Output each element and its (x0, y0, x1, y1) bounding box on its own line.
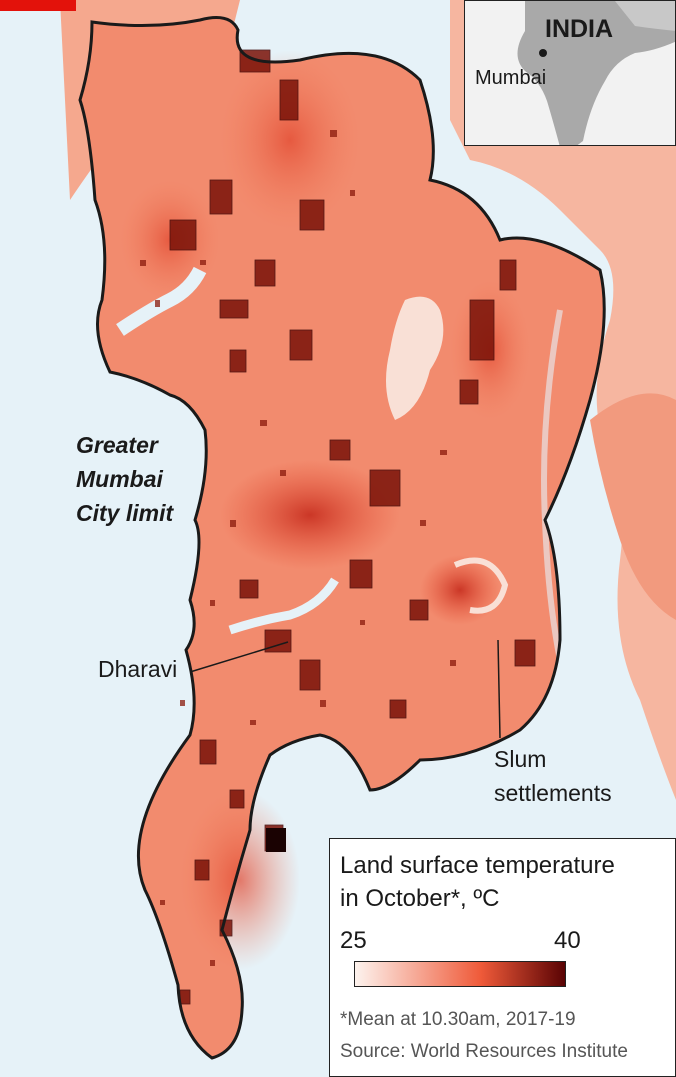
india-shape (517, 1, 675, 145)
slum-line-2: settlements (494, 780, 612, 806)
legend-title-line-2: in October*, ºC (340, 885, 500, 912)
legend-box: Land surface temperature in October*, ºC… (329, 838, 676, 1077)
india-locator-map (465, 1, 675, 145)
slum-leader (497, 639, 501, 739)
dharavi-leader (189, 641, 289, 673)
hotspot-airport (420, 555, 500, 625)
thane-creek (541, 309, 563, 661)
legend-colour-ramp (354, 961, 566, 987)
legend-max-label: 40 (554, 927, 581, 954)
city-limit-label: Greater Mumbai City limit (76, 428, 173, 530)
legend-source: Source: World Resources Institute (340, 1041, 628, 1062)
hotspot-north (220, 50, 360, 230)
inset-country-label: INDIA (545, 15, 614, 43)
mahim-creek (228, 577, 339, 635)
neighbour-shape (615, 1, 675, 31)
airport-loop (453, 557, 509, 614)
mainland-east (450, 0, 676, 800)
inset-city-label: Mumbai (475, 67, 547, 89)
slum-settlements (169, 49, 536, 1005)
hotspot-central (220, 460, 400, 570)
mainland-patch (590, 393, 676, 620)
city-limit-line-1: Greater (76, 432, 158, 458)
legend-footnote: *Mean at 10.30am, 2017-19 (340, 1009, 576, 1030)
slum-speckles (140, 130, 456, 966)
legend-min-label: 25 (340, 927, 367, 954)
brand-tab (0, 0, 76, 11)
slum-line-1: Slum (494, 746, 547, 772)
slum-label: Slum settlements (494, 742, 612, 810)
city-limit-line-3: City limit (76, 500, 174, 526)
dharavi-label: Dharavi (98, 656, 178, 682)
docks-block (266, 828, 286, 852)
legend-title: Land surface temperature in October*, ºC (340, 849, 670, 915)
creek-west (116, 266, 207, 336)
legend-title-line-1: Land surface temperature (340, 852, 615, 879)
locator-inset: INDIA Mumbai (464, 0, 676, 146)
lake-vihar (386, 296, 444, 420)
city-limit-line-2: Mumbai (76, 466, 163, 492)
mumbai-dot (539, 49, 547, 57)
city-limit-outline (78, 16, 606, 1060)
